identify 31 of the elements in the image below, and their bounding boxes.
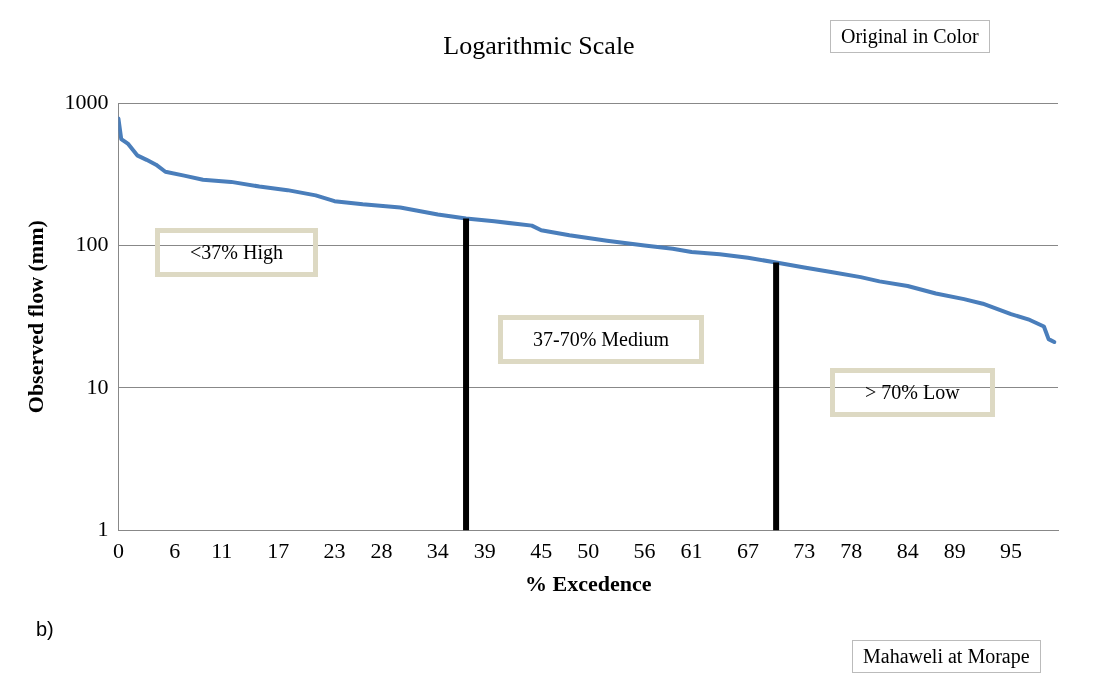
x-tick-label: 56 bbox=[633, 538, 656, 564]
x-tick-label: 0 bbox=[112, 538, 124, 564]
annotation: 37-70% Medium bbox=[498, 315, 705, 364]
annotation: > 70% Low bbox=[830, 368, 995, 417]
chart-title: Logarithmic Scale bbox=[443, 31, 635, 61]
text: Original in Color bbox=[830, 20, 990, 53]
x-tick-label: 11 bbox=[211, 538, 233, 564]
x-tick-label: 34 bbox=[426, 538, 449, 564]
x-tick-label: 73 bbox=[793, 538, 816, 564]
text: Mahaweli at Morape bbox=[852, 640, 1041, 673]
annotation: <37% High bbox=[155, 228, 318, 277]
x-tick-label: 39 bbox=[473, 538, 496, 564]
x-tick-label: 28 bbox=[370, 538, 393, 564]
x-tick-label: 50 bbox=[577, 538, 600, 564]
x-tick-label: 78 bbox=[840, 538, 863, 564]
x-tick-label: 23 bbox=[323, 538, 346, 564]
x-tick-label: 84 bbox=[896, 538, 919, 564]
x-tick-label: 61 bbox=[680, 538, 703, 564]
x-tick-label: 95 bbox=[1000, 538, 1023, 564]
y-tick-label: 1000 bbox=[64, 88, 109, 114]
y-tick-label: 100 bbox=[75, 231, 109, 257]
x-tick-label: 67 bbox=[736, 538, 759, 564]
x-tick-label: 89 bbox=[943, 538, 966, 564]
y-tick-label: 1 bbox=[97, 515, 109, 541]
y-tick-label: 10 bbox=[86, 373, 109, 399]
y-axis-title: Observed flow (mm) bbox=[22, 220, 48, 414]
x-axis-title: % Excedence bbox=[524, 571, 652, 597]
x-tick-label: 6 bbox=[169, 538, 181, 564]
x-tick-label: 17 bbox=[267, 538, 290, 564]
x-tick-label: 45 bbox=[530, 538, 553, 564]
text: b) bbox=[36, 618, 54, 641]
